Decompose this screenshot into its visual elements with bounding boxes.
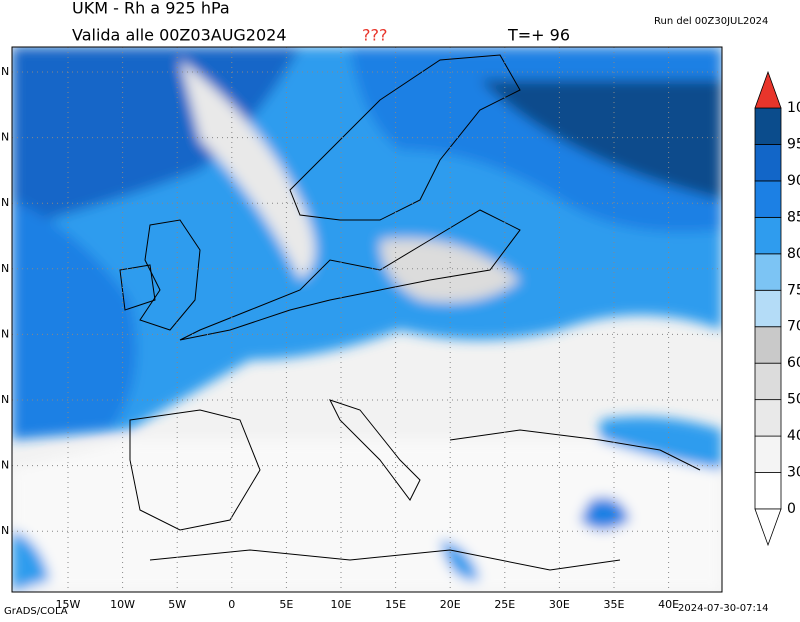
colorbar-label: 40 [787,428,800,444]
humidity-field [12,47,722,592]
forecast-step: T=+ 96 [507,26,570,45]
lon-label: 10W [110,598,135,611]
software-credit: GrADS/COLA [4,606,68,617]
timestamp: 2024-07-30-07:14 [678,603,769,614]
lon-label: 25E [494,598,515,611]
lon-label: 35E [604,598,625,611]
lon-label: 40E [658,598,679,611]
colorbar-label: 100 [787,100,800,116]
colorbar-label: 85 [787,209,800,225]
lon-label: 20E [440,598,461,611]
colorbar-under [754,508,782,547]
flag: ??? [362,26,387,45]
lon-label: 5W [168,598,186,611]
lat-label: N [1,524,9,537]
map-field [12,47,722,592]
colorbar-segment [754,289,782,328]
colorbar-label: 60 [787,355,800,371]
lat-label: N [1,393,9,406]
colorbar-segment [754,362,782,401]
colorbar-segment [754,399,782,437]
lat-label: N [1,459,9,472]
valid-time: Valida alle 00Z03AUG2024 [72,26,287,45]
plot-frame [11,46,723,593]
colorbar: 0 30 40 50 60 70 75 80 85 90 95 100 [754,70,800,547]
colorbar-label: 75 [787,282,800,298]
lat-label: N [1,262,9,275]
colorbar-segment [754,180,782,218]
colorbar-segment [754,216,782,255]
lon-label: 15W [56,598,81,611]
colorbar-segment [754,472,782,510]
lat-label: N [1,327,9,340]
lat-label: N [1,196,9,209]
colorbar-label: 0 [787,501,796,517]
lon-label: 30E [549,598,570,611]
colorbar-label: 80 [787,246,800,262]
title: UKM - Rh a 925 hPa [72,0,230,18]
coastlines [119,54,701,571]
colorbar-over [754,70,782,109]
colorbar-label: 70 [787,319,800,335]
run-info: Run del 00Z30JUL2024 [654,16,768,27]
axis-labels: 15W 10W 5W 0 5E 10E 15E 20E 25E 30E 35E 40E N N N N N N N N [1,65,679,611]
lon-label: 10E [331,598,352,611]
graticule [12,47,722,592]
colorbar-label: 30 [787,465,800,481]
lon-label: 5E [279,598,293,611]
colorbar-segment [754,326,782,364]
colorbar-segment [754,435,782,473]
colorbar-label: 95 [787,136,800,152]
lon-label: 0 [228,598,235,611]
colorbar-segment [754,107,782,145]
colorbar-segment [754,144,782,182]
lat-label: N [1,131,9,144]
colorbar-label: 50 [787,392,800,408]
lat-label: N [1,65,9,78]
lon-label: 15E [385,598,406,611]
colorbar-segment [754,253,782,291]
colorbar-label: 90 [787,173,800,189]
